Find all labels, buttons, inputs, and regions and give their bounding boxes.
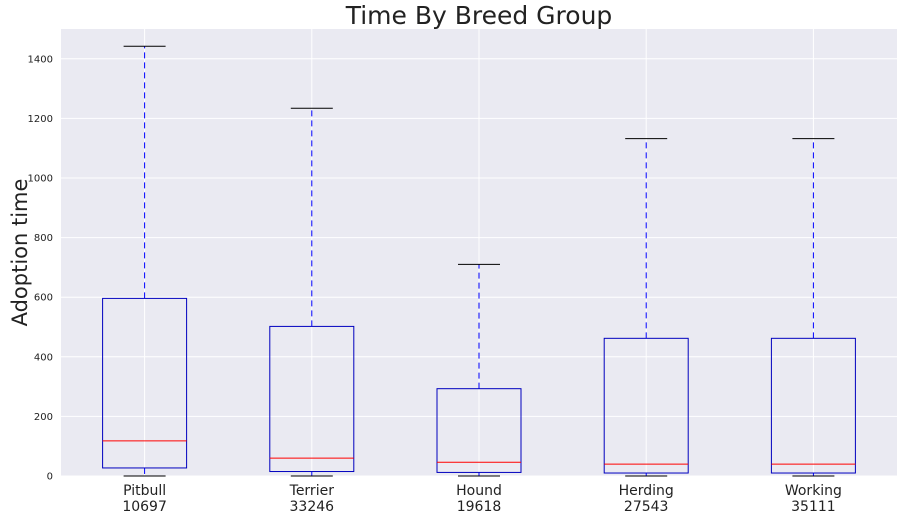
x-tick-count: 27543 <box>624 499 669 515</box>
iqr-box <box>770 337 856 474</box>
y-axis-label: Adoption time <box>8 179 32 327</box>
x-tick-category: Hound <box>456 483 502 499</box>
x-tick-category: Herding <box>619 483 674 499</box>
y-tick-label: 1400 <box>28 54 53 65</box>
x-tick-count: 35111 <box>791 499 836 515</box>
iqr-box <box>603 337 689 474</box>
x-tick-count: 19618 <box>457 499 502 515</box>
box-working <box>770 138 856 477</box>
x-tick-category: Pitbull <box>123 483 166 499</box>
box-terrier <box>269 107 355 477</box>
y-tick-label: 600 <box>34 293 53 304</box>
chart-title: Time By Breed Group <box>345 1 613 30</box>
y-tick-label: 1000 <box>28 174 53 185</box>
x-tick-category: Working <box>785 483 842 499</box>
y-tick-label: 200 <box>34 412 53 423</box>
iqr-box <box>269 325 355 473</box>
x-tick-count: 10697 <box>122 499 167 515</box>
y-tick-label: 800 <box>34 233 53 244</box>
y-axis-ticks: 0 200 400 600 800 1000 1200 1400 <box>28 54 53 482</box>
box-pitbull <box>102 45 188 477</box>
x-tick-count: 33246 <box>290 499 335 515</box>
y-tick-label: 400 <box>34 352 53 363</box>
iqr-box <box>436 388 522 473</box>
box-hound <box>436 263 522 477</box>
x-tick-category: Terrier <box>289 483 335 499</box>
y-tick-label: 0 <box>47 472 53 483</box>
y-tick-label: 1200 <box>28 114 53 125</box>
iqr-box <box>102 297 188 469</box>
box-herding <box>603 138 689 477</box>
box-series <box>102 45 856 477</box>
